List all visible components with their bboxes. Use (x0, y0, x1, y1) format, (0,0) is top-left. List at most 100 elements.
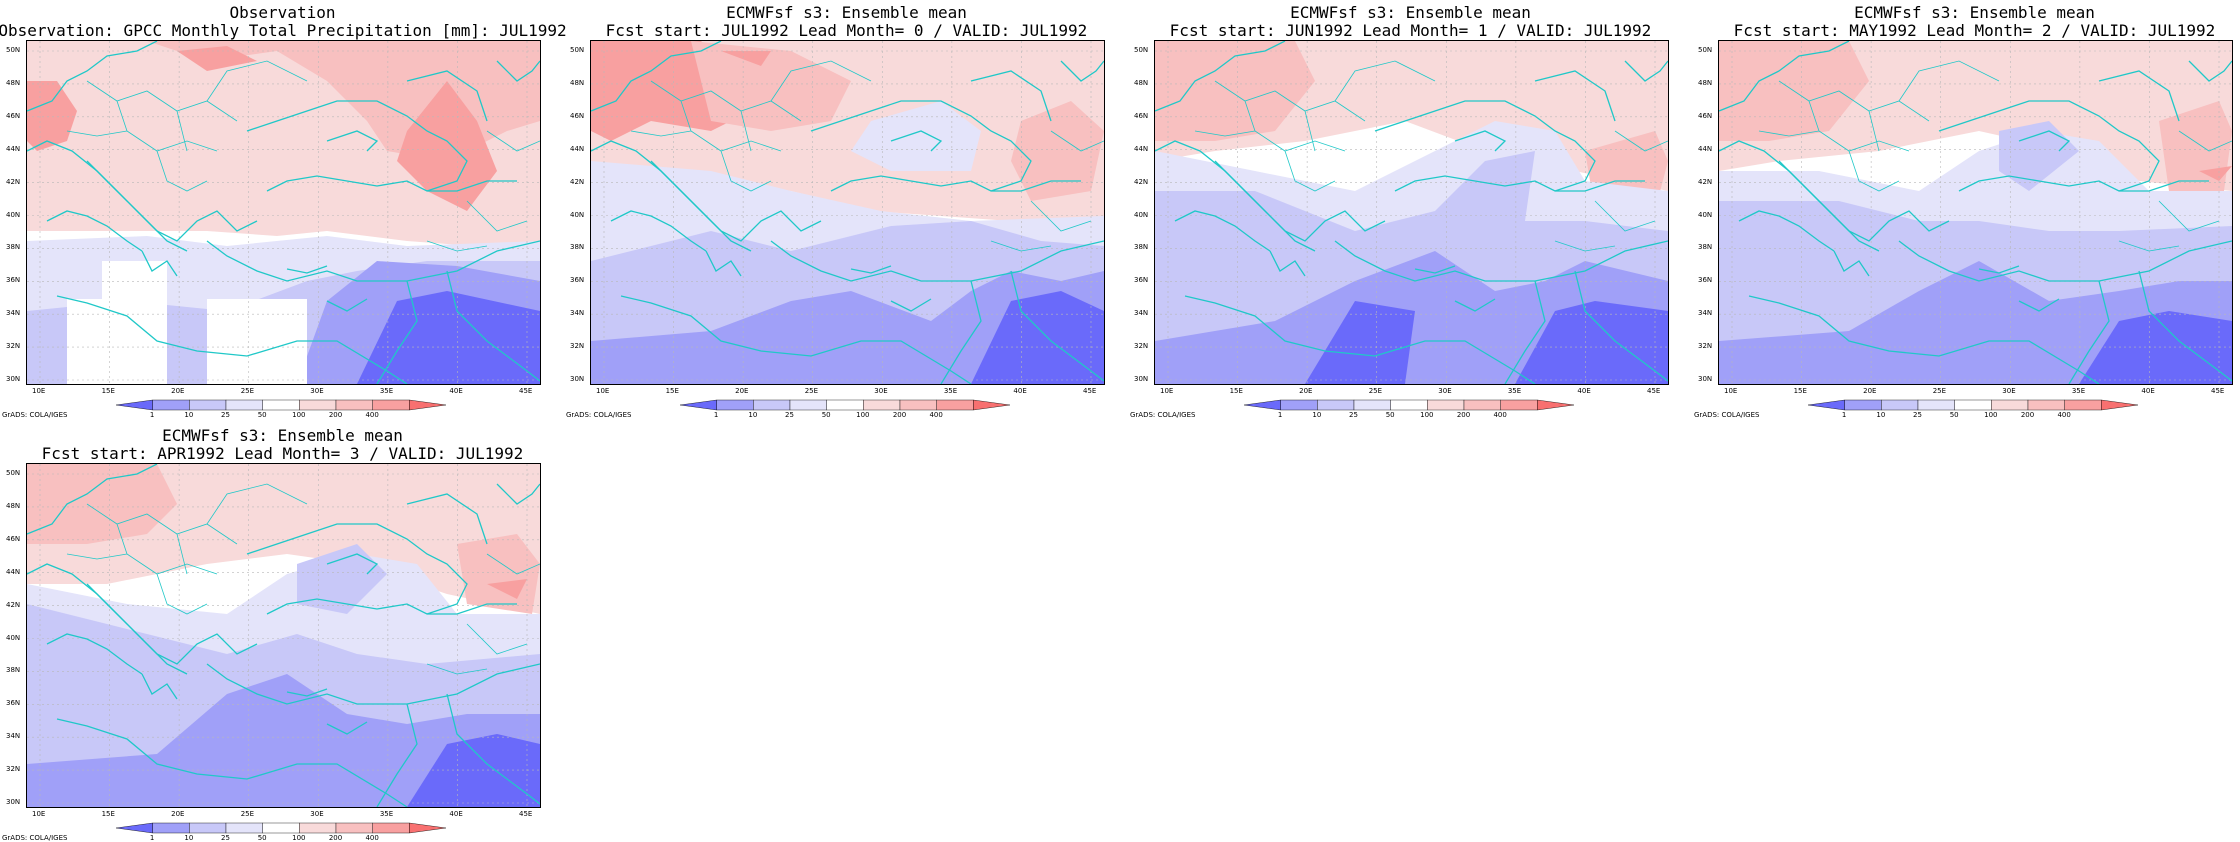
lat-tick-label: 34N (6, 732, 20, 740)
shaded-contour (207, 299, 307, 384)
panel-title-line2: Observation: GPCC Monthly Total Precipit… (0, 22, 583, 40)
colorbar-bin (1244, 400, 1281, 410)
lon-tick-label: 20E (171, 810, 184, 818)
precipitation-map (1718, 40, 2233, 385)
grads-credit: GrADS: COLA/IGES (566, 411, 631, 419)
lon-tick-label: 45E (519, 810, 532, 818)
panel-title-line2: Fcst start: MAY1992 Lead Month= 2 / VALI… (1675, 22, 2240, 40)
grads-credit: GrADS: COLA/IGES (2, 834, 67, 842)
colorbar-label: 1 (1829, 411, 1859, 419)
lat-tick-label: 42N (6, 178, 20, 186)
lat-tick-label: 46N (6, 112, 20, 120)
colorbar-bin (189, 823, 226, 833)
lat-tick-label: 38N (570, 243, 584, 251)
colorbar-bin (262, 400, 299, 410)
panel-title-line2: Fcst start: JUN1992 Lead Month= 1 / VALI… (1111, 22, 1711, 40)
panel-title-line1: ECMWFsf s3: Ensemble mean (1111, 4, 1711, 22)
lat-tick-label: 38N (6, 243, 20, 251)
lat-tick-label: 50N (1698, 46, 1712, 54)
lon-tick-label: 40E (2141, 387, 2154, 395)
lon-tick-label: 20E (735, 387, 748, 395)
colorbar-label: 100 (1976, 411, 2006, 419)
lat-tick-label: 46N (1134, 112, 1148, 120)
colorbar-label: 50 (811, 411, 841, 419)
colorbar-bin (1390, 400, 1427, 410)
colorbar-bin (226, 823, 263, 833)
lat-tick-label: 38N (1698, 243, 1712, 251)
colorbar-label: 400 (921, 411, 951, 419)
colorbar-label: 1 (137, 411, 167, 419)
lat-tick-label: 50N (6, 46, 20, 54)
colorbar-bin (409, 400, 446, 410)
map-canvas (1155, 41, 1668, 384)
lon-tick-label: 40E (449, 810, 462, 818)
colorbar-bin (680, 400, 717, 410)
lon-tick-label: 15E (1794, 387, 1807, 395)
map-canvas (1719, 41, 2232, 384)
lon-tick-label: 25E (1369, 387, 1382, 395)
colorbar-bin (973, 400, 1010, 410)
colorbar-bin (262, 823, 299, 833)
colorbar-bin (409, 823, 446, 833)
lon-tick-label: 35E (2072, 387, 2085, 395)
colorbar-label: 10 (738, 411, 768, 419)
colorbar-label: 50 (1375, 411, 1405, 419)
precipitation-map (26, 463, 541, 808)
colorbar-label: 50 (247, 834, 277, 842)
colorbar-bin (116, 400, 153, 410)
precipitation-map (26, 40, 541, 385)
lon-tick-label: 30E (310, 810, 323, 818)
lon-tick-label: 35E (944, 387, 957, 395)
lat-tick-label: 36N (6, 276, 20, 284)
lon-tick-label: 10E (1724, 387, 1737, 395)
lat-tick-label: 44N (6, 145, 20, 153)
colorbar-label: 100 (1412, 411, 1442, 419)
lat-tick-label: 32N (1134, 342, 1148, 350)
lon-tick-label: 35E (1508, 387, 1521, 395)
lat-tick-label: 48N (6, 502, 20, 510)
lon-tick-label: 30E (874, 387, 887, 395)
lat-tick-label: 40N (6, 211, 20, 219)
colorbar-label: 1 (137, 834, 167, 842)
lat-tick-label: 46N (1698, 112, 1712, 120)
lat-tick-label: 34N (1134, 309, 1148, 317)
colorbar-bin (2064, 400, 2101, 410)
colorbar-bin (753, 400, 790, 410)
lat-tick-label: 32N (570, 342, 584, 350)
colorbar (1234, 399, 1584, 411)
colorbar-label: 100 (284, 411, 314, 419)
lat-tick-label: 48N (1134, 79, 1148, 87)
colorbar-bin (1280, 400, 1317, 410)
grads-credit: GrADS: COLA/IGES (2, 411, 67, 419)
colorbar-label: 25 (775, 411, 805, 419)
colorbar-label: 50 (1939, 411, 1969, 419)
map-canvas (27, 41, 540, 384)
colorbar-bin (189, 400, 226, 410)
lat-tick-label: 32N (6, 342, 20, 350)
colorbar-bin (336, 400, 373, 410)
lat-tick-label: 50N (1134, 46, 1148, 54)
colorbar-bin (1844, 400, 1881, 410)
lat-tick-label: 30N (6, 375, 20, 383)
lat-tick-label: 50N (570, 46, 584, 54)
lat-tick-label: 36N (1698, 276, 1712, 284)
lat-tick-label: 48N (570, 79, 584, 87)
lon-tick-label: 35E (380, 387, 393, 395)
lon-tick-label: 40E (1013, 387, 1026, 395)
colorbar-bin (790, 400, 827, 410)
lat-tick-label: 36N (570, 276, 584, 284)
colorbar-bin (1918, 400, 1955, 410)
lon-tick-label: 30E (2002, 387, 2015, 395)
colorbar (1798, 399, 2148, 411)
colorbar-bin (1354, 400, 1391, 410)
map-canvas (27, 464, 540, 807)
lat-tick-label: 40N (570, 211, 584, 219)
lon-tick-label: 15E (102, 387, 115, 395)
colorbar-label: 25 (211, 411, 241, 419)
lon-tick-label: 10E (32, 810, 45, 818)
colorbar-bin (1427, 400, 1464, 410)
panel-title-line2: Fcst start: APR1992 Lead Month= 3 / VALI… (0, 445, 583, 463)
colorbar-label: 400 (357, 411, 387, 419)
